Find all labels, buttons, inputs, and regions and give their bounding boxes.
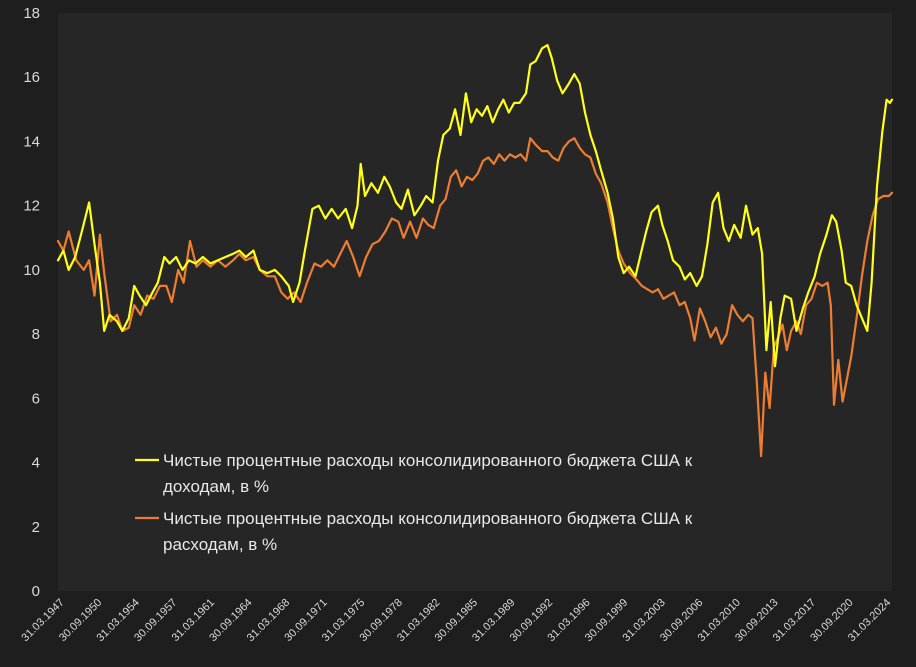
y-tick-label: 16 (23, 69, 40, 86)
plot-area (58, 13, 892, 591)
legend: Чистые процентные расходы консолидирован… (135, 451, 693, 554)
y-tick-label: 12 (23, 198, 40, 215)
series-lines (56, 44, 894, 458)
x-axis-ticks: 31.03.194730.09.195031.03.195430.09.1957… (19, 597, 893, 644)
y-tick-label: 14 (23, 133, 40, 150)
y-axis-ticks: 0 2 4 6 8 10 12 14 16 18 (23, 5, 40, 600)
y-tick-label: 10 (23, 262, 40, 279)
y-tick-label: 6 (32, 390, 40, 407)
y-tick-label: 18 (23, 5, 40, 22)
y-tick-label: 8 (32, 326, 40, 343)
series-line-2 (56, 137, 894, 458)
y-tick-label: 4 (32, 455, 40, 472)
legend-label-1: Чистые процентные расходы консолидирован… (163, 451, 693, 496)
legend-label-2: Чистые процентные расходы консолидирован… (163, 509, 693, 554)
series-line-1 (56, 44, 894, 368)
y-tick-label: 0 (32, 583, 40, 600)
y-tick-label: 2 (32, 519, 40, 536)
